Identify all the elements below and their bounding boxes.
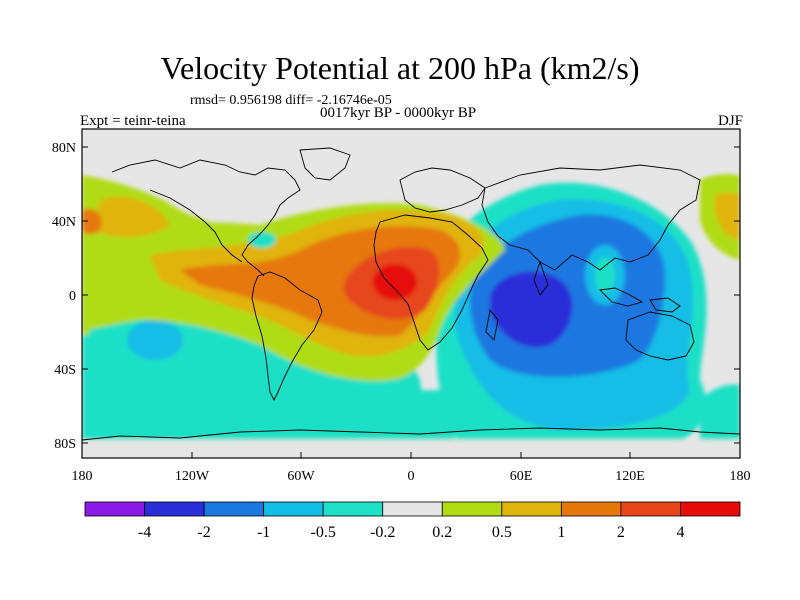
lon-tick-label: 120W [175, 469, 210, 484]
colorbar-swatch [680, 501, 741, 517]
period-text: 0017kyr BP - 0000kyr BP [320, 105, 477, 121]
plot-title: Velocity Potential at 200 hPa (km2/s) [160, 50, 640, 86]
experiment-label: Expt = teinr-teina [80, 113, 186, 129]
colorbar-swatch [560, 501, 622, 517]
lon-tick-label: 60W [287, 469, 315, 484]
lon-tick-label: 180 [730, 469, 751, 484]
lat-tick-label: 40S [54, 363, 76, 378]
stats-text: rmsd= 0.956198 diff= -2.16746e-05 [190, 93, 392, 108]
colorbar-label: 0.2 [432, 524, 452, 541]
colorbar-label: 4 [676, 524, 684, 541]
lon-tick-label: 180 [72, 469, 93, 484]
colorbar-label: -0.5 [311, 524, 336, 541]
lon-tick-label: 120E [615, 469, 645, 484]
colorbar-swatch [84, 501, 145, 517]
lat-tick-label: 40N [52, 215, 76, 230]
colorbar-label: 1 [557, 524, 565, 541]
lat-tick-label: 80S [54, 437, 76, 452]
colorbar [84, 501, 741, 517]
colorbar-label: 2 [617, 524, 625, 541]
lon-tick-label: 60E [510, 469, 533, 484]
colorbar-labels: -4 -2 -1 -0.5 -0.2 0.2 0.5 1 2 4 [138, 524, 685, 541]
colorbar-label: -2 [197, 524, 210, 541]
lat-tick-label: 80N [52, 141, 76, 156]
colorbar-label: 0.5 [492, 524, 512, 541]
coastlines [82, 147, 740, 441]
lon-tick-label: 0 [408, 469, 415, 484]
colorbar-swatch [501, 501, 562, 517]
lat-tick-label: 0 [69, 289, 76, 304]
colorbar-label: -4 [138, 524, 151, 541]
colorbar-swatch [620, 501, 681, 517]
contour-field [82, 129, 740, 458]
colorbar-swatch [144, 501, 205, 517]
colorbar-swatch [203, 501, 265, 517]
colorbar-swatch [382, 501, 443, 517]
colorbar-swatch [322, 501, 384, 517]
colorbar-label: -1 [257, 524, 270, 541]
colorbar-swatch [263, 501, 324, 517]
colorbar-label: -0.2 [370, 524, 395, 541]
colorbar-swatch [441, 501, 503, 517]
season-label: DJF [717, 113, 743, 129]
